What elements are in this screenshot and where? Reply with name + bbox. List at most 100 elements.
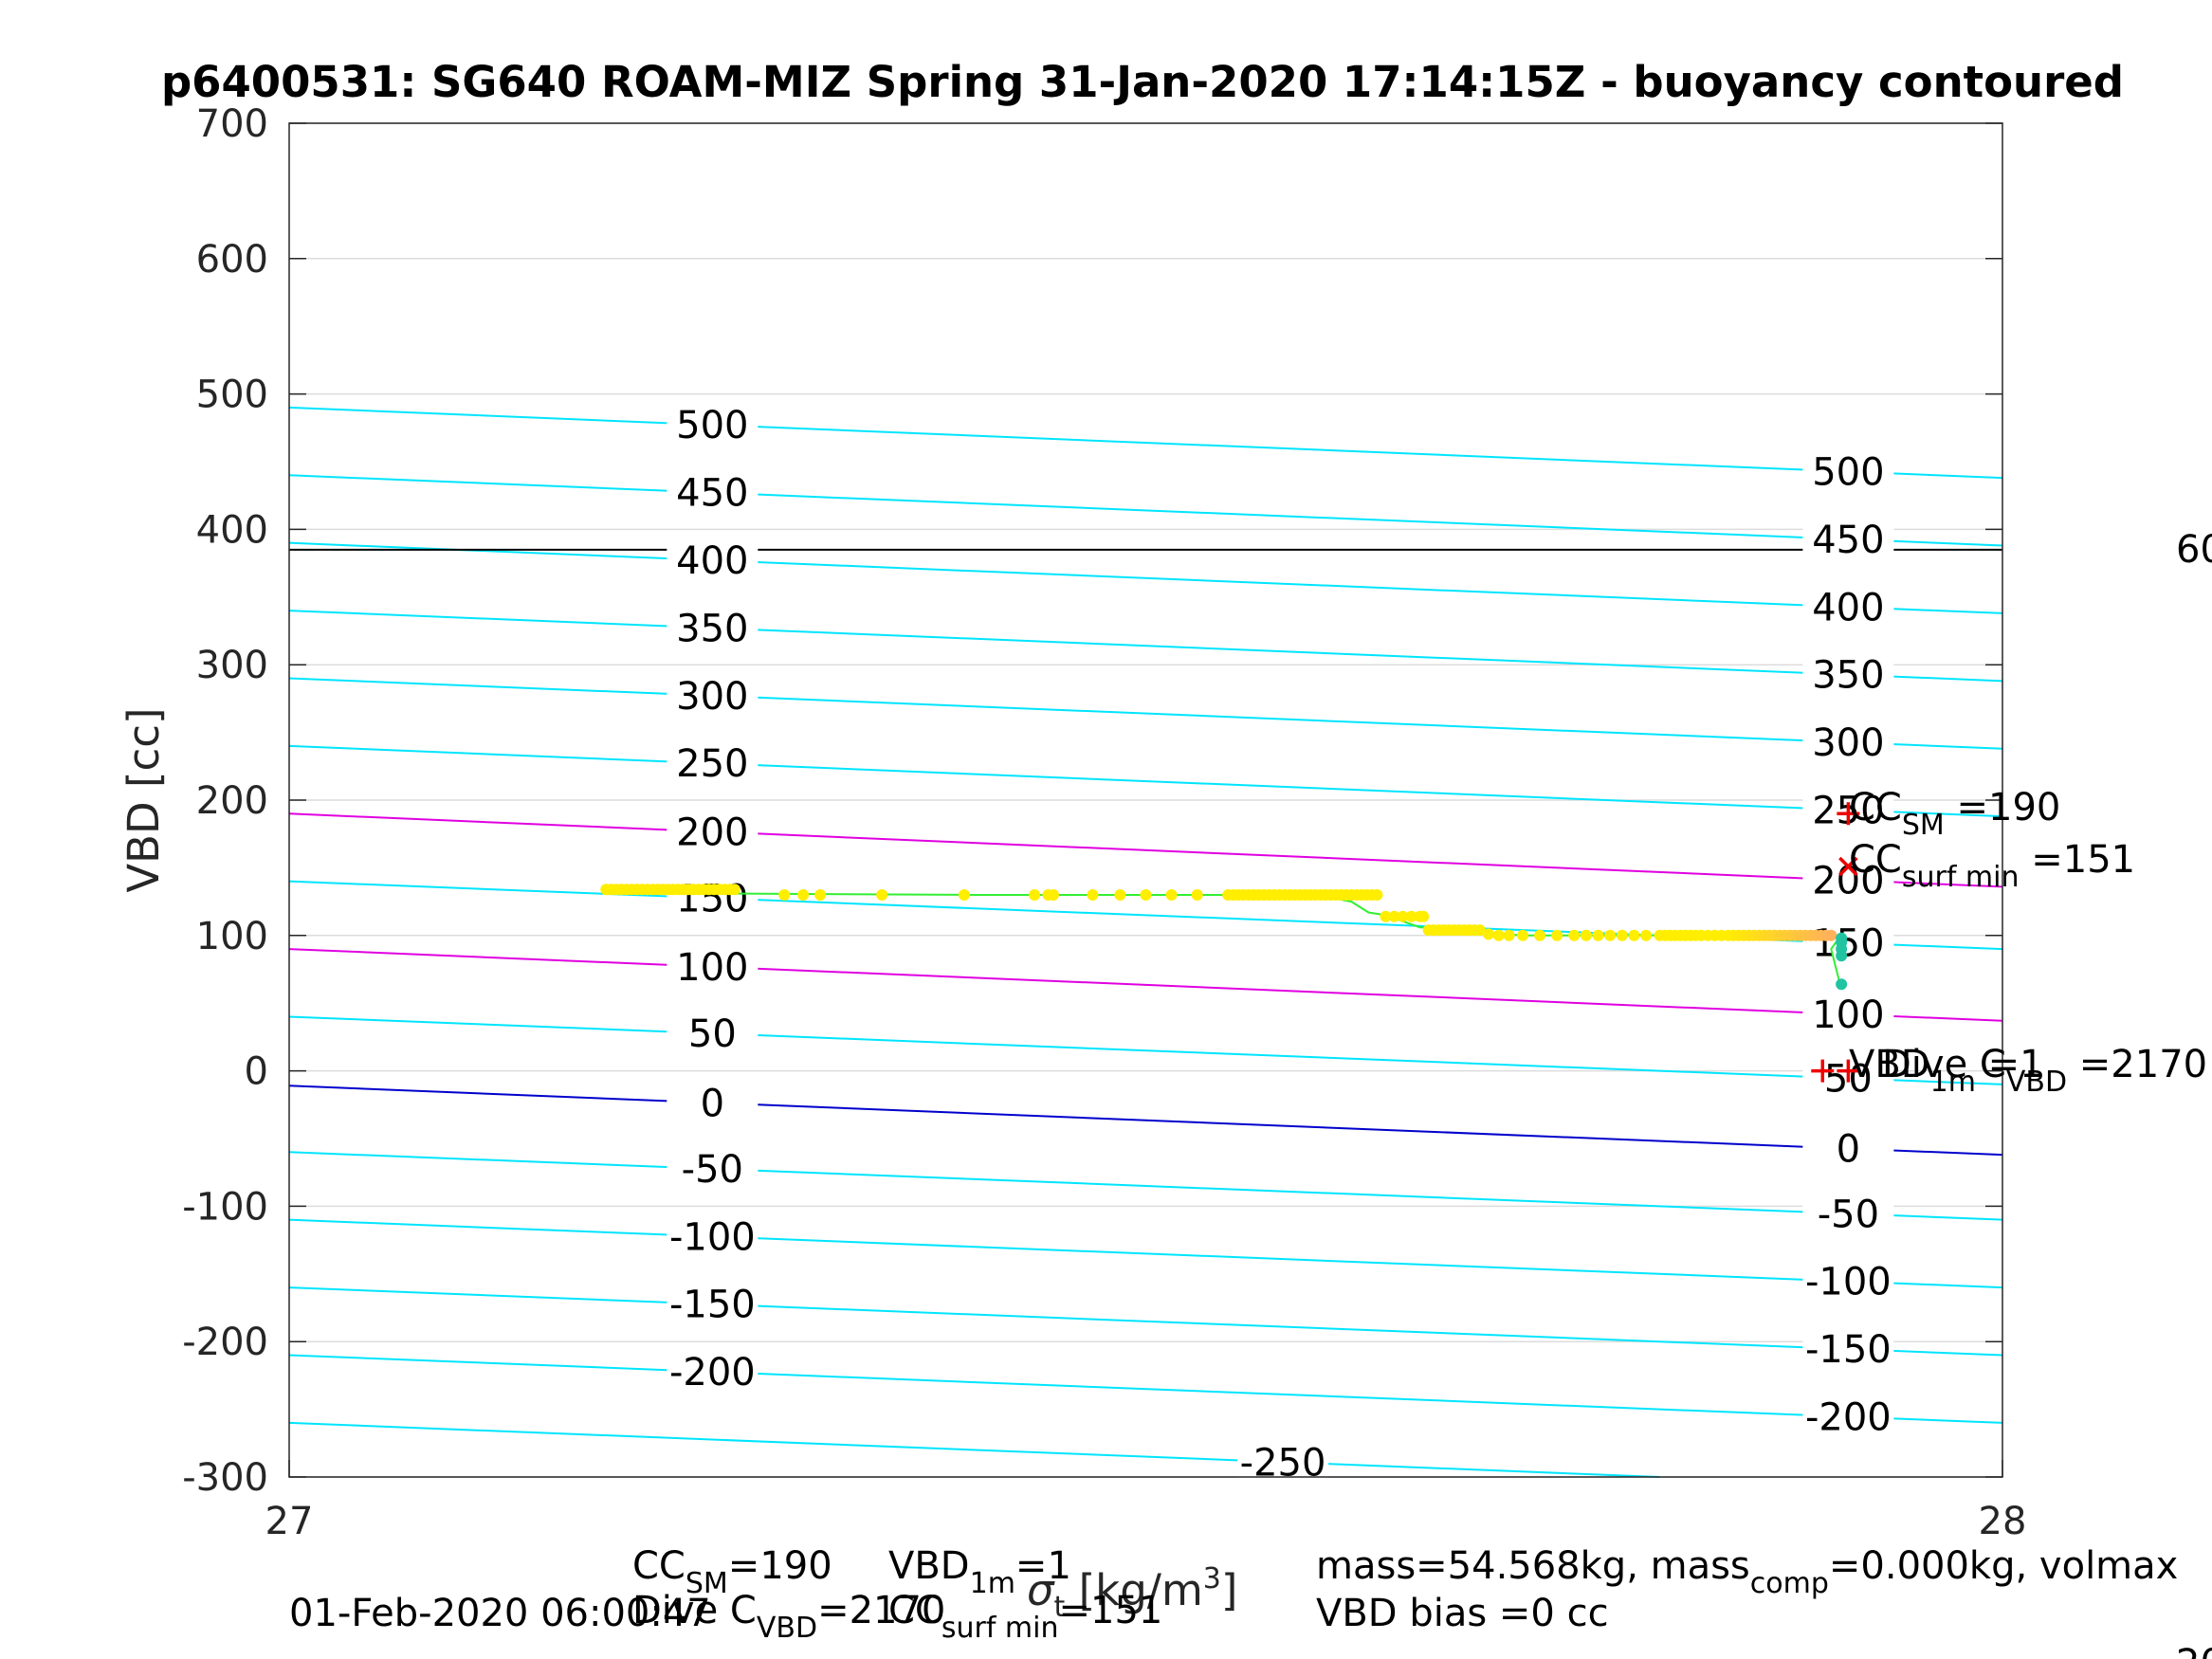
data-point [1397, 910, 1409, 922]
footer-corner-text: 20 [2176, 1642, 2212, 1659]
contour-label-background [1802, 450, 1894, 493]
annotation-cc-surf-min: CCsurf min =151 [1849, 838, 2135, 894]
contour-line [288, 1085, 2003, 1157]
data-point [1405, 910, 1417, 922]
contour-label: -250 [1240, 1441, 1326, 1485]
y-tick-label: 200 [196, 779, 268, 823]
cc-surf-min-base: CC [1849, 838, 1902, 882]
contour-label-background [1802, 1328, 1894, 1371]
contour-line [288, 744, 2003, 818]
data-point [1114, 888, 1126, 901]
data-point [1580, 929, 1592, 941]
y-tick-label: 700 [196, 102, 268, 146]
data-point [1482, 928, 1494, 940]
contour-label: 450 [676, 472, 748, 516]
data-point [1534, 929, 1546, 941]
contour-label-background [667, 1351, 759, 1394]
contour-label-background [1802, 1395, 1894, 1438]
data-point [1592, 929, 1604, 941]
contour-label: -200 [669, 1351, 756, 1395]
data-point [1551, 929, 1563, 941]
dive-c-base: Dive C [1882, 1043, 2006, 1086]
footer-timestamp: 01-Feb-2020 06:00:47 [289, 1592, 711, 1635]
chart-title: p6400531: SG640 ROAM-MIZ Spring 31-Jan-2… [161, 57, 2124, 107]
contour-line [288, 1286, 2003, 1357]
contour-label: -50 [1818, 1193, 1879, 1236]
contour-label: 200 [676, 811, 748, 854]
plus-marker [1811, 1059, 1835, 1083]
contour-label-background [667, 674, 759, 717]
footer-vbd-bias: VBD bias =0 cc [1316, 1592, 1609, 1635]
data-point [1165, 888, 1178, 901]
contour-label-background [1802, 518, 1894, 560]
data-point [1492, 929, 1505, 941]
y-tick-label: 0 [245, 1050, 268, 1094]
data-point [1517, 929, 1529, 941]
contour-label-background [667, 1082, 759, 1124]
data-point [1604, 929, 1617, 941]
contour-label-background [667, 471, 759, 514]
data-point [1825, 929, 1837, 941]
footer-cc-sm: CCSM=190 [632, 1544, 832, 1600]
annotation-cc-sm: CCSM =190 [1849, 786, 2060, 842]
footer-dive-c-rest: =2170 [817, 1589, 945, 1632]
footer-dive-c: Dive CVBD=2170 [632, 1589, 945, 1645]
data-point [1568, 929, 1581, 941]
contour-label: -100 [1805, 1261, 1892, 1304]
x-label-sigma: σ [1027, 1565, 1055, 1615]
footer-vbd-1m-rest: =1 [1015, 1544, 1071, 1588]
contour-labels: -250 -200 -200 -150 -150 -100 -100 -50 -50 0 0 50 50… [667, 404, 1894, 1485]
y-axis-label: VBD [cc] [119, 707, 169, 892]
data-point [1628, 929, 1640, 941]
footer-dive-c-sub: VBD [757, 1612, 817, 1645]
contour-label-background [667, 1012, 759, 1055]
contour-line [288, 1421, 1660, 1478]
contour-label-background [667, 607, 759, 649]
annotation-vbd-1m: VBD1m =1 [1849, 1043, 2044, 1099]
contour-label: 400 [676, 539, 748, 583]
footer-cc-surf-min-rest: =151 [1059, 1589, 1163, 1632]
footer-mass-sub: comp [1750, 1567, 1829, 1600]
footer-cc-surf-min-base: CC [888, 1589, 941, 1632]
data-point [1616, 929, 1628, 941]
data-point [1140, 888, 1152, 901]
data-point [1029, 888, 1041, 901]
data-point [1473, 924, 1486, 937]
vbd-1m-base: VBD [1849, 1043, 1930, 1086]
contour-label: 500 [676, 404, 748, 447]
contour-line [288, 1218, 2003, 1289]
contour-label: 350 [676, 607, 748, 650]
x-marker [1838, 856, 1858, 877]
contour-line [288, 1151, 2003, 1221]
contour-label: 300 [676, 675, 748, 719]
dive-c-rest: =2170 [2067, 1043, 2207, 1086]
y-tick-label: 400 [196, 508, 268, 552]
contour-label: -150 [669, 1284, 756, 1327]
footer-vbd-1m-base: VBD [888, 1544, 970, 1588]
data-points [600, 884, 1848, 991]
data-point [1087, 888, 1099, 901]
contour-label: -100 [669, 1215, 756, 1259]
contour-label: 250 [676, 742, 748, 786]
data-point [814, 888, 827, 901]
contour-label: 150 [1812, 922, 1884, 966]
y-tick-label: -100 [182, 1185, 268, 1229]
contour-label: 150 [676, 877, 748, 921]
data-point [958, 888, 970, 901]
contour-line [288, 1354, 2003, 1424]
footer-cc-sm-base: CC [632, 1544, 686, 1588]
hline-label: 60 [2176, 528, 2212, 572]
contour-label-background [667, 1283, 759, 1325]
footer-vbd-1m-sub: 1m [970, 1567, 1015, 1600]
contour-label-background [1802, 721, 1894, 764]
contour-label: -150 [1805, 1328, 1892, 1372]
annotation-dive-c: Dive CVBD =2170 [1882, 1043, 2207, 1099]
vbd-1m-rest: =1 [1976, 1043, 2044, 1086]
y-tick-label: 100 [196, 915, 268, 958]
contour-label: 500 [1812, 450, 1884, 494]
x-label-unit-sup: 3 [1203, 1562, 1221, 1595]
dive-c-sub: VBD [2006, 1066, 2067, 1099]
footer-cc-sm-rest: =190 [728, 1544, 832, 1588]
data-point [1371, 888, 1383, 901]
contour-label-background [667, 742, 759, 785]
